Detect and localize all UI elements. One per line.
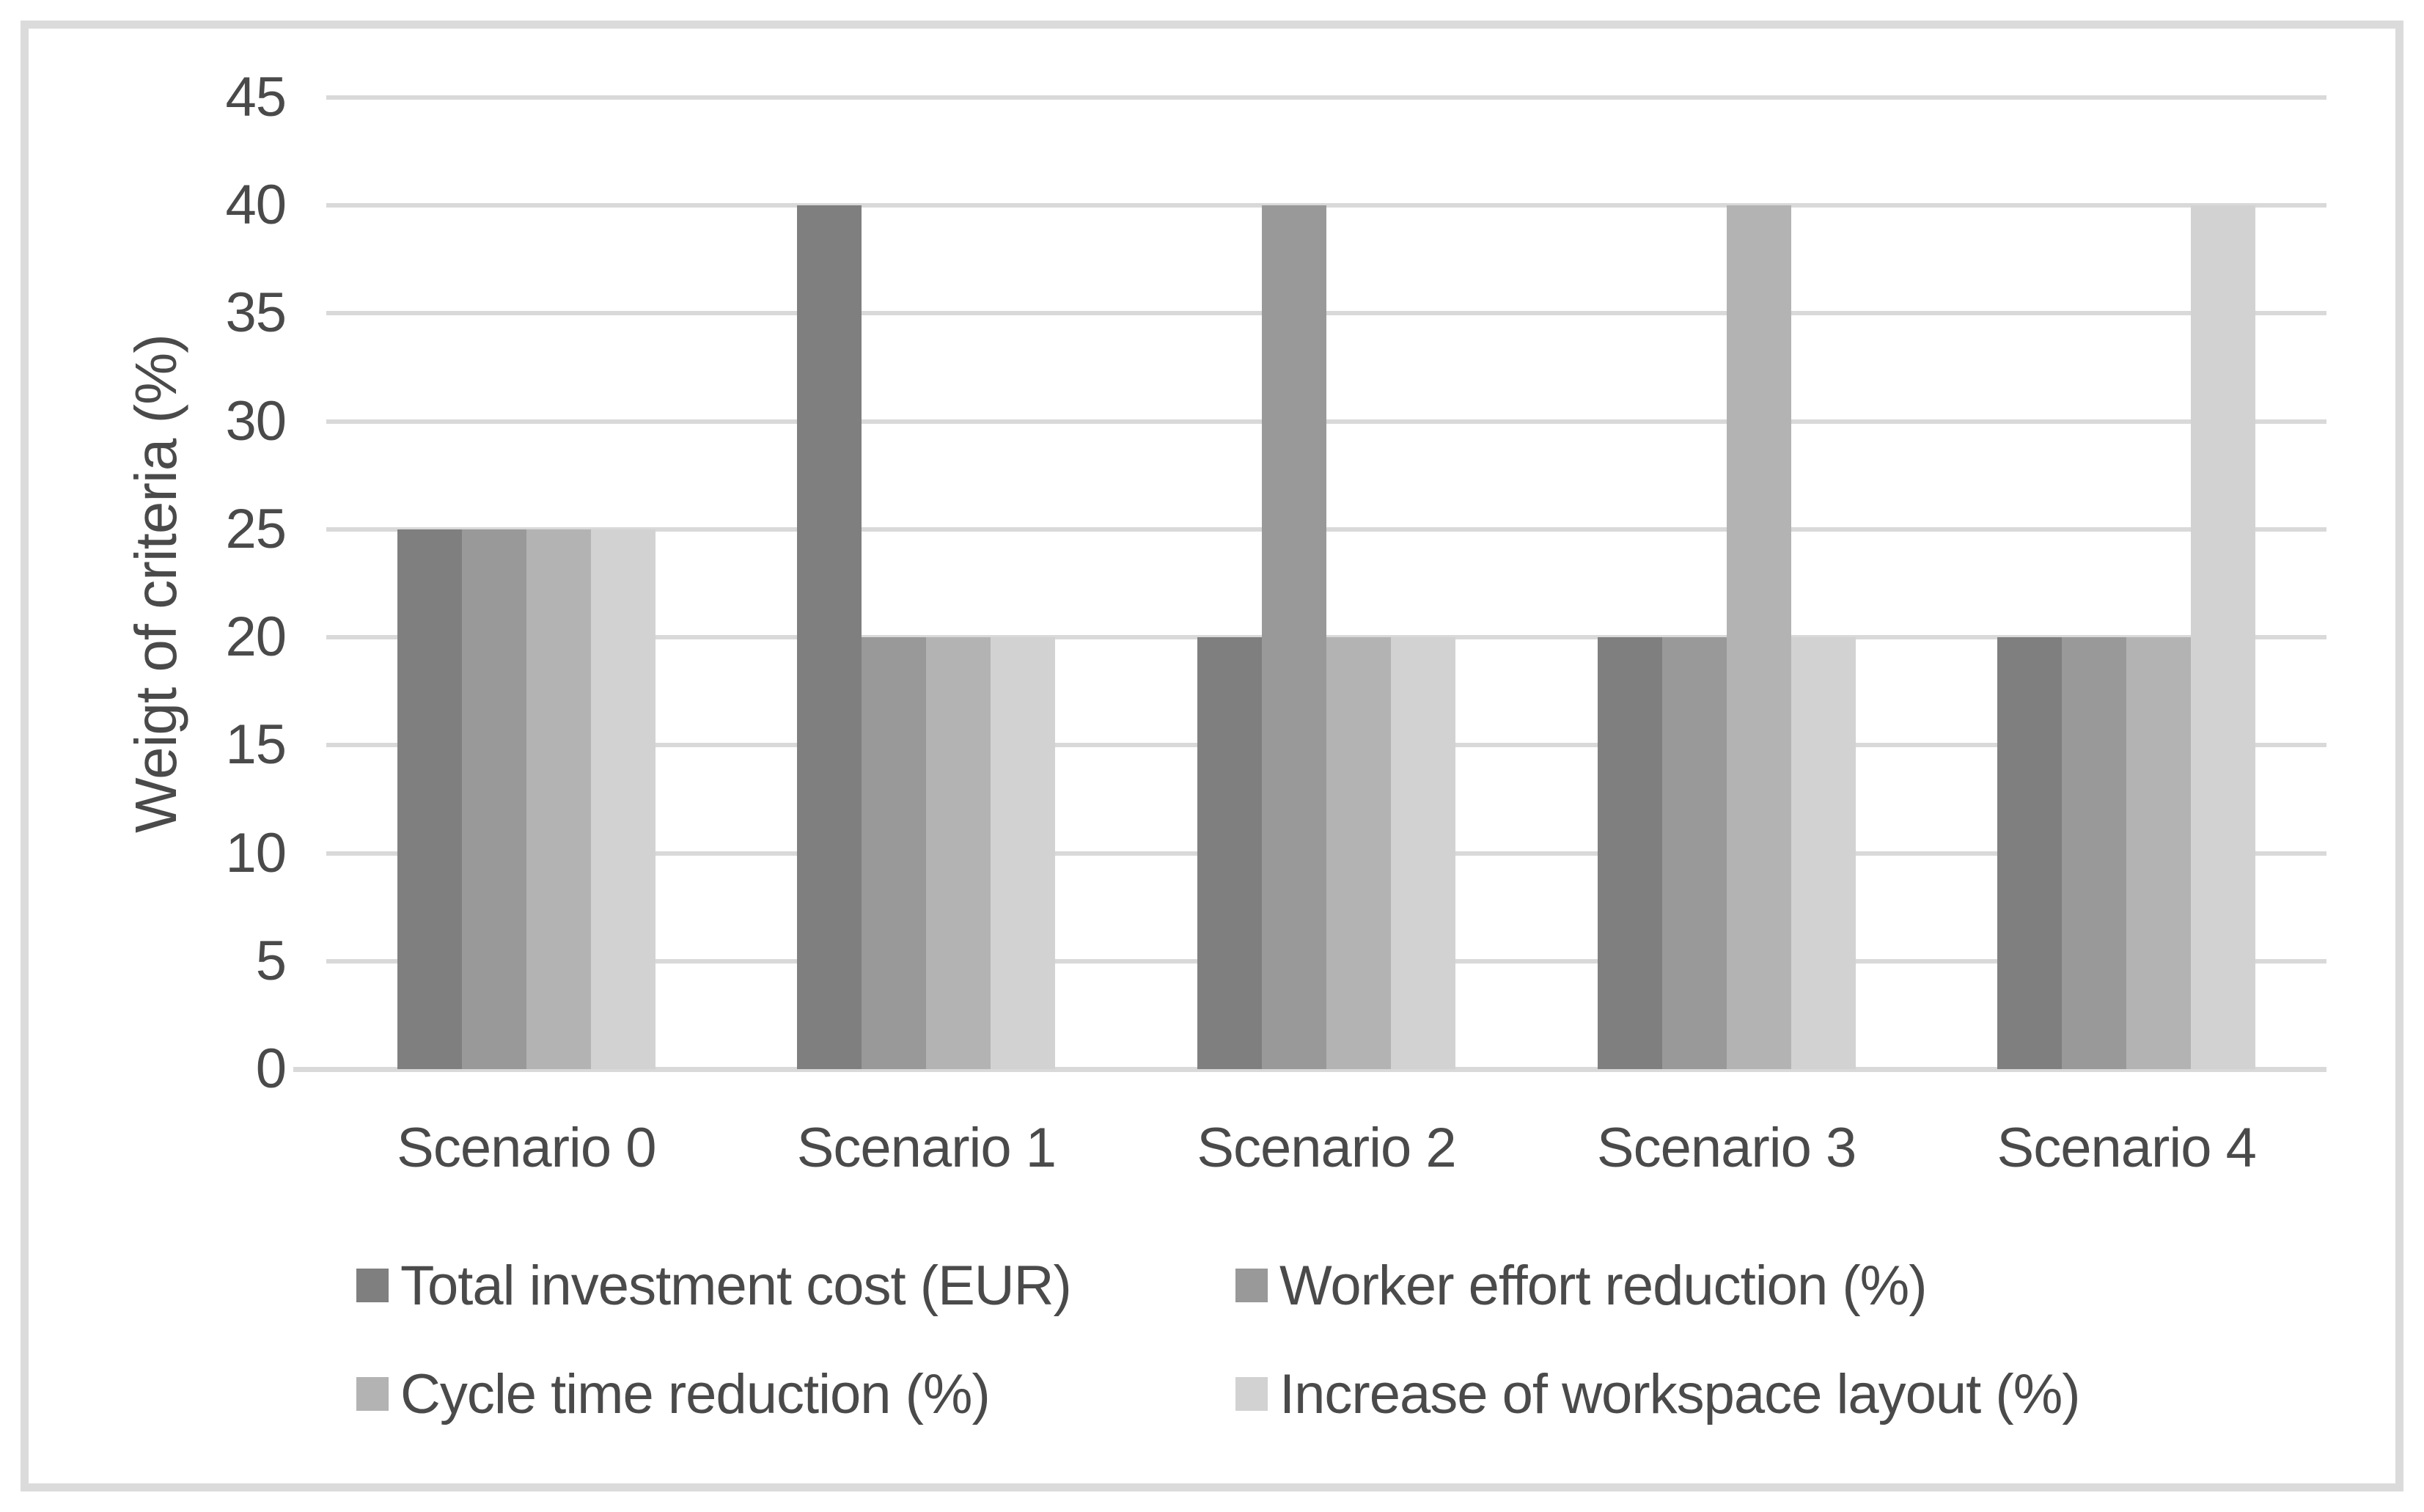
y-tick-label: 40 — [225, 174, 287, 237]
y-tick-label: 25 — [225, 497, 287, 560]
bar — [991, 637, 1056, 1069]
bar — [2062, 637, 2127, 1069]
y-tick-label: 15 — [225, 713, 287, 777]
bar — [1597, 637, 1662, 1069]
gridline — [326, 203, 2326, 208]
bar — [1197, 637, 1262, 1069]
y-tick-label: 45 — [225, 66, 287, 128]
bar — [1391, 637, 1455, 1069]
bar — [1726, 205, 1791, 1069]
bar — [1326, 637, 1391, 1069]
bar — [2126, 637, 2192, 1069]
bar — [397, 529, 462, 1069]
bar — [590, 529, 655, 1069]
x-axis-label: Scenario 0 — [397, 1117, 656, 1179]
y-tick-label: 20 — [225, 606, 287, 669]
bar — [862, 637, 927, 1069]
x-axis-label: Scenario 1 — [796, 1117, 1057, 1179]
legend-label: Increase of workspace layout (%) — [1279, 1362, 2081, 1425]
gridline — [326, 311, 2326, 316]
gridline — [326, 95, 2326, 100]
gridline — [326, 419, 2326, 424]
gridline — [326, 526, 2326, 532]
legend-item: Increase of workspace layout (%) — [1235, 1362, 2081, 1425]
legend-label: Worker effort reduction (%) — [1279, 1254, 1928, 1317]
gridline — [326, 635, 2326, 640]
y-tick-label: 10 — [225, 821, 287, 884]
bar — [2191, 205, 2256, 1069]
bar — [1997, 637, 2063, 1069]
legend-label: Cycle time reduction (%) — [400, 1362, 991, 1425]
bar — [1791, 637, 1856, 1069]
x-axis-label: Scenario 2 — [1197, 1117, 1456, 1179]
legend-swatch — [356, 1377, 389, 1411]
bar — [926, 637, 991, 1069]
legend-label: Total investment cost (EUR) — [400, 1254, 1072, 1317]
legend-swatch — [1235, 1269, 1268, 1302]
x-axis-line — [293, 1067, 2326, 1072]
y-tick-label: 30 — [225, 389, 287, 452]
bar — [1661, 637, 1727, 1069]
y-tick-label: 5 — [255, 929, 287, 992]
x-axis-label: Scenario 4 — [1997, 1117, 2257, 1179]
bar — [797, 205, 862, 1069]
legend-swatch — [356, 1269, 389, 1302]
y-tick-label: 35 — [225, 282, 287, 345]
plot-area — [293, 95, 2326, 1072]
legend-swatch — [1235, 1377, 1268, 1411]
bar — [526, 529, 591, 1069]
y-tick-label: 0 — [255, 1038, 287, 1100]
bar — [461, 529, 526, 1069]
bar — [1262, 205, 1326, 1069]
legend-item: Total investment cost (EUR) — [356, 1254, 1072, 1317]
x-axis-label: Scenario 3 — [1596, 1117, 1856, 1179]
legend-item: Cycle time reduction (%) — [356, 1362, 991, 1425]
legend-item: Worker effort reduction (%) — [1235, 1254, 1928, 1317]
